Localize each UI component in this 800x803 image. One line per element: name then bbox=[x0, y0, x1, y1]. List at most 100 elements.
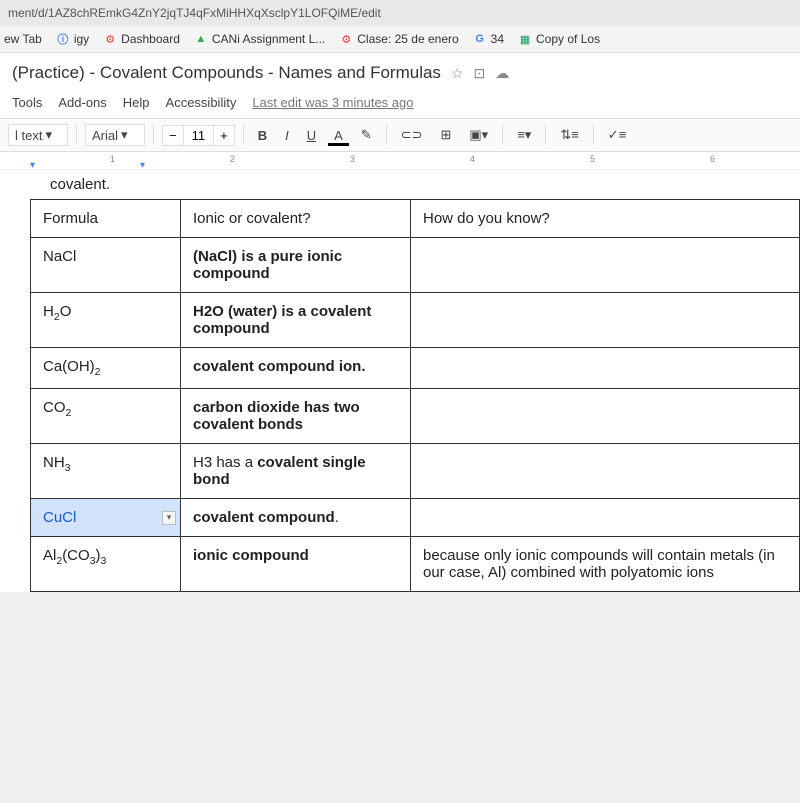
bookmark-new-tab[interactable]: ew Tab bbox=[4, 32, 42, 46]
gear-icon: ⚙ bbox=[339, 32, 353, 46]
separator bbox=[386, 125, 387, 145]
ruler-mark: 5 bbox=[590, 154, 595, 164]
cell-formula[interactable]: CO2 bbox=[31, 389, 181, 444]
cell-formula[interactable]: H2O bbox=[31, 293, 181, 348]
cell-formula[interactable]: NaCl bbox=[31, 238, 181, 293]
header-reason[interactable]: How do you know? bbox=[411, 200, 800, 238]
info-icon: ⓘ bbox=[56, 32, 70, 46]
font-size-value[interactable]: 11 bbox=[183, 126, 215, 145]
ruler-mark: 4 bbox=[470, 154, 475, 164]
bookmark-label: 34 bbox=[491, 32, 504, 46]
doc-header: (Practice) - Covalent Compounds - Names … bbox=[0, 53, 800, 89]
last-edit-link[interactable]: Last edit was 3 minutes ago bbox=[252, 95, 413, 110]
bookmark-label: CANi Assignment L... bbox=[212, 32, 325, 46]
doc-title[interactable]: (Practice) - Covalent Compounds - Names … bbox=[12, 63, 441, 83]
bookmark-label: igy bbox=[74, 32, 89, 46]
table-row: NH3 H3 has a covalent single bond bbox=[31, 444, 800, 499]
compounds-table[interactable]: Formula Ionic or covalent? How do you kn… bbox=[30, 199, 800, 592]
cell-reason[interactable] bbox=[411, 499, 800, 537]
bookmark-igy[interactable]: ⓘ igy bbox=[56, 32, 89, 46]
ruler-mark: 1 bbox=[110, 154, 115, 164]
cell-formula[interactable]: NH3 bbox=[31, 444, 181, 499]
bookmark-cani[interactable]: ▲ CANi Assignment L... bbox=[194, 32, 325, 46]
drive-icon: ▲ bbox=[194, 32, 208, 46]
align-button[interactable]: ≡▾ bbox=[511, 123, 537, 147]
bookmark-label: Copy of Los bbox=[536, 32, 600, 46]
bookmark-label: Clase: 25 de enero bbox=[357, 32, 458, 46]
header-type[interactable]: Ionic or covalent? bbox=[181, 200, 411, 238]
body-text[interactable]: covalent. bbox=[30, 174, 800, 199]
bookmark-copy[interactable]: ▦ Copy of Los bbox=[518, 32, 600, 46]
italic-button[interactable]: I bbox=[279, 124, 295, 147]
line-spacing-button[interactable]: ⇅≡ bbox=[554, 123, 584, 147]
cell-type[interactable]: H3 has a covalent single bond bbox=[181, 444, 411, 499]
menu-tools[interactable]: Tools bbox=[12, 95, 42, 110]
increase-font-button[interactable]: + bbox=[214, 126, 234, 145]
star-icon[interactable]: ☆ bbox=[451, 65, 464, 82]
table-header-row: Formula Ionic or covalent? How do you kn… bbox=[31, 200, 800, 238]
cell-formula-selected[interactable]: CuCl ▾ bbox=[31, 499, 181, 537]
cell-type[interactable]: ionic compound bbox=[181, 537, 411, 592]
bookmark-34[interactable]: G 34 bbox=[473, 32, 504, 46]
move-icon[interactable]: ⊡ bbox=[474, 65, 486, 82]
cell-formula[interactable]: Al2(CO3)3 bbox=[31, 537, 181, 592]
font-dropdown[interactable]: Arial ▾ bbox=[85, 124, 145, 146]
separator bbox=[243, 125, 244, 145]
bookmark-label: Dashboard bbox=[121, 32, 180, 46]
decrease-font-button[interactable]: − bbox=[163, 126, 183, 145]
separator bbox=[593, 125, 594, 145]
table-row: Ca(OH)2 covalent compound ion. bbox=[31, 348, 800, 389]
table-row: H2O H2O (water) is a covalent compound bbox=[31, 293, 800, 348]
separator bbox=[545, 125, 546, 145]
comment-button[interactable]: ⊞ bbox=[434, 123, 457, 147]
font-size-group: − 11 + bbox=[162, 125, 235, 146]
ruler-mark: 6 bbox=[710, 154, 715, 164]
bookmark-dashboard[interactable]: ⚙ Dashboard bbox=[103, 32, 180, 46]
cell-reason[interactable]: because only ionic compounds will contai… bbox=[411, 537, 800, 592]
cell-dropdown-icon[interactable]: ▾ bbox=[162, 511, 176, 525]
bold-button[interactable]: B bbox=[252, 124, 273, 147]
cell-type[interactable]: (NaCl) is a pure ionic compound bbox=[181, 238, 411, 293]
text-color-button[interactable]: A bbox=[328, 124, 349, 146]
indent-marker-icon[interactable]: ▾ bbox=[140, 160, 145, 171]
header-formula[interactable]: Formula bbox=[31, 200, 181, 238]
toolbar: l text ▾ Arial ▾ − 11 + B I U A ✎ ⊂⊃ ⊞ ▣… bbox=[0, 118, 800, 152]
cell-formula[interactable]: Ca(OH)2 bbox=[31, 348, 181, 389]
cell-type[interactable]: covalent compound ion. bbox=[181, 348, 411, 389]
menu-accessibility[interactable]: Accessibility bbox=[166, 95, 237, 110]
cell-reason[interactable] bbox=[411, 444, 800, 499]
bookmark-clase[interactable]: ⚙ Clase: 25 de enero bbox=[339, 32, 458, 46]
ruler-mark: 2 bbox=[230, 154, 235, 164]
style-dropdown[interactable]: l text ▾ bbox=[8, 124, 68, 146]
indent-marker-icon[interactable]: ▾ bbox=[30, 160, 35, 171]
image-button[interactable]: ▣▾ bbox=[463, 123, 494, 147]
menu-help[interactable]: Help bbox=[123, 95, 150, 110]
separator bbox=[502, 125, 503, 145]
cell-reason[interactable] bbox=[411, 293, 800, 348]
sheets-icon: ▦ bbox=[518, 32, 532, 46]
gear-icon: ⚙ bbox=[103, 32, 117, 46]
checklist-button[interactable]: ✓≡ bbox=[602, 123, 632, 147]
cell-type[interactable]: carbon dioxide has two covalent bonds bbox=[181, 389, 411, 444]
cloud-icon[interactable]: ☁ bbox=[495, 65, 509, 82]
link-button[interactable]: ⊂⊃ bbox=[395, 123, 429, 147]
table-row: NaCl (NaCl) is a pure ionic compound bbox=[31, 238, 800, 293]
google-icon: G bbox=[473, 32, 487, 46]
underline-button[interactable]: U bbox=[301, 124, 322, 147]
ruler-mark: 3 bbox=[350, 154, 355, 164]
separator bbox=[153, 125, 154, 145]
highlight-button[interactable]: ✎ bbox=[355, 123, 378, 147]
cell-reason[interactable] bbox=[411, 348, 800, 389]
bookmarks-bar: ew Tab ⓘ igy ⚙ Dashboard ▲ CANi Assignme… bbox=[0, 26, 800, 53]
table-row: CuCl ▾ covalent compound. bbox=[31, 499, 800, 537]
doc-body[interactable]: covalent. Formula Ionic or covalent? How… bbox=[0, 170, 800, 592]
cell-type[interactable]: H2O (water) is a covalent compound bbox=[181, 293, 411, 348]
separator bbox=[76, 125, 77, 145]
cell-reason[interactable] bbox=[411, 389, 800, 444]
cell-reason[interactable] bbox=[411, 238, 800, 293]
cell-type[interactable]: covalent compound. bbox=[181, 499, 411, 537]
menu-addons[interactable]: Add-ons bbox=[58, 95, 106, 110]
style-label: l text bbox=[15, 128, 42, 143]
table-row: CO2 carbon dioxide has two covalent bond… bbox=[31, 389, 800, 444]
ruler[interactable]: ▾ 1 ▾ 2 3 4 5 6 bbox=[0, 152, 800, 170]
